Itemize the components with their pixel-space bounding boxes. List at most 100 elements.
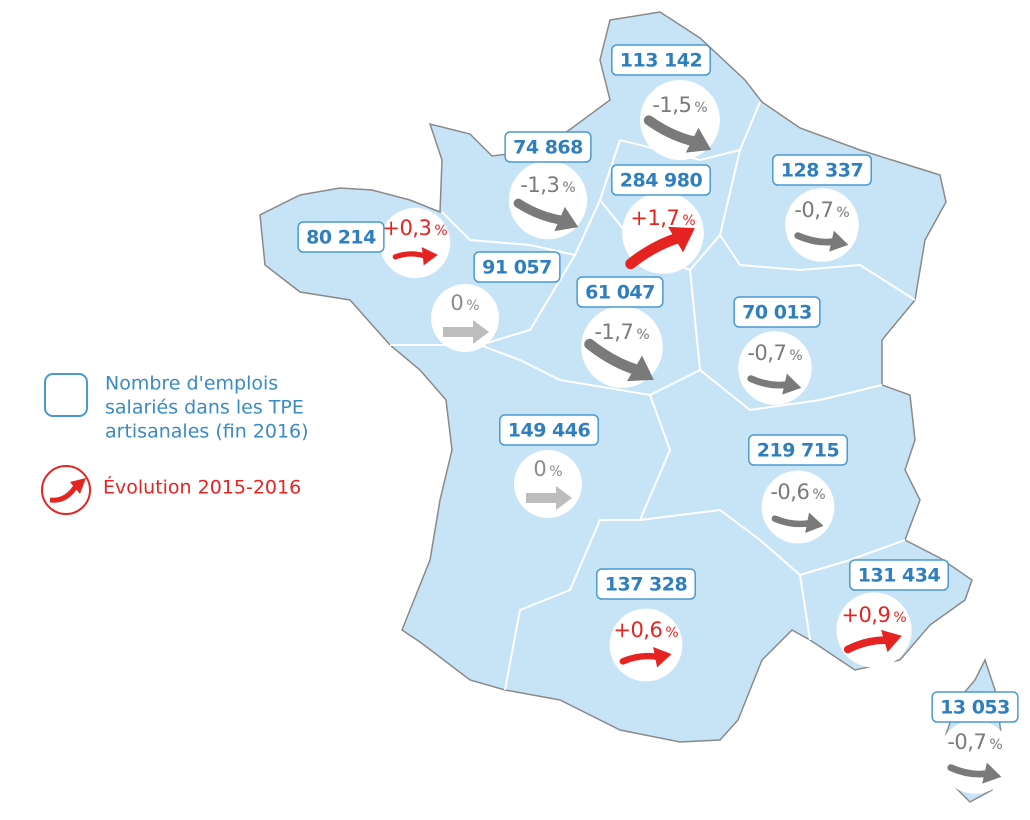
- arrow-head: [881, 629, 902, 653]
- evolution-arrow: [794, 230, 849, 252]
- employees-value: 149 446: [508, 420, 591, 442]
- employees-box: [504, 131, 592, 163]
- region-label: +0,9 % 131 434: [836, 559, 949, 668]
- evolution-unit: %: [636, 327, 649, 343]
- evolution-value: -0,7: [747, 341, 786, 365]
- employees-box: [611, 164, 711, 196]
- arrow-head: [554, 206, 579, 232]
- region-label: -0,7 % 70 013: [733, 296, 821, 405]
- evolution-arrow: [526, 486, 572, 510]
- evolution-arrow: [513, 198, 579, 232]
- region-label: -0,7 % 128 337: [772, 154, 872, 262]
- france-map: [259, 11, 1003, 803]
- arrow-shaft: [747, 375, 791, 389]
- evolution-arrow: [584, 338, 654, 382]
- region-label: 0 % 91 057: [431, 251, 561, 352]
- evolution-unit: %: [549, 464, 562, 480]
- legend-evolution-arrowhead: [70, 478, 86, 494]
- evolution-value: +0,6: [613, 618, 662, 642]
- arrow-head: [556, 486, 572, 510]
- evolution-bubble: [379, 207, 451, 279]
- evolution-value: -1,7: [594, 320, 633, 344]
- employees-box: [611, 44, 711, 76]
- employees-value: 74 868: [513, 137, 583, 159]
- arrow-head: [829, 230, 849, 252]
- employees-box: [297, 221, 385, 253]
- region-label: +0,6 % 137 328: [596, 568, 696, 682]
- evolution-unit: %: [694, 100, 707, 116]
- evolution-bubble: [514, 450, 582, 518]
- employees-value: 113 142: [620, 50, 702, 72]
- arrow-head: [473, 320, 489, 344]
- arrow-shaft: [526, 493, 556, 503]
- evolution-unit: %: [789, 348, 802, 364]
- evolution-arrow: [443, 320, 489, 344]
- evolution-unit: %: [989, 737, 1002, 753]
- legend-box-icon: [44, 373, 88, 417]
- employees-box: [473, 251, 561, 283]
- employees-box: [733, 296, 821, 328]
- evolution-bubble: [431, 284, 499, 352]
- legend: [41, 373, 91, 515]
- employees-box: [772, 154, 872, 186]
- evolution-unit: %: [812, 487, 825, 503]
- evolution-value: -0,7: [794, 198, 833, 222]
- legend-evolution-icon: [41, 465, 91, 515]
- legend-employees-text: salariés dans les TPE: [105, 397, 304, 419]
- arrow-shaft: [513, 198, 568, 225]
- arrow-head: [667, 226, 695, 253]
- arrow-shaft: [771, 515, 813, 528]
- employees-value: 80 214: [306, 227, 376, 249]
- evolution-arrow: [643, 115, 712, 153]
- employees-box: [849, 559, 949, 591]
- evolution-value: -0,7: [947, 730, 986, 754]
- evolution-value: -1,5: [652, 93, 691, 117]
- arrow-head: [653, 647, 672, 668]
- employees-value: 219 715: [757, 440, 839, 462]
- legend-evolution-arrow: [49, 484, 79, 503]
- region-label: +1,7 % 284 980: [611, 164, 711, 274]
- evolution-value: 0: [533, 457, 546, 481]
- arrow-head: [626, 355, 654, 382]
- employees-value: 61 047: [585, 282, 655, 304]
- arrow-head: [421, 247, 438, 266]
- evolution-value: 0: [450, 291, 463, 315]
- employees-value: 131 434: [858, 565, 941, 587]
- arrow-shaft: [794, 232, 838, 246]
- evolution-unit: %: [466, 298, 479, 314]
- region-label: +0,3 % 80 214: [297, 207, 451, 279]
- evolution-value: +0,9: [841, 603, 890, 627]
- employees-box: [748, 434, 848, 466]
- region-label: -1,7 % 61 047: [576, 276, 664, 388]
- employees-value: 13 053: [940, 697, 1010, 719]
- evolution-arrow: [392, 247, 438, 266]
- arrow-shaft: [947, 764, 991, 778]
- evolution-unit: %: [836, 205, 849, 221]
- employees-value: 128 337: [781, 160, 863, 182]
- arrow-head: [982, 762, 1002, 784]
- arrow-shaft: [843, 636, 891, 654]
- region-label: -1,3 % 74 868: [504, 131, 592, 240]
- employees-box: [576, 276, 664, 308]
- employees-value: 70 013: [742, 302, 812, 324]
- evolution-value: +1,7: [630, 206, 679, 230]
- evolution-arrow: [747, 373, 802, 395]
- employees-box: [931, 691, 1019, 723]
- arrow-shaft: [643, 115, 701, 147]
- legend-employees-text: artisanales (fin 2016): [105, 421, 309, 443]
- evolution-unit: %: [893, 610, 906, 626]
- employees-value: 137 328: [605, 574, 688, 596]
- evolution-unit: %: [682, 213, 695, 229]
- region-borders: [390, 101, 916, 691]
- evolution-unit: %: [434, 223, 447, 239]
- evolution-arrow: [625, 226, 695, 270]
- arrow-head: [685, 127, 712, 153]
- arrow-shaft: [392, 251, 428, 260]
- evolution-arrow: [947, 762, 1002, 784]
- evolution-arrow: [843, 629, 902, 654]
- region-label: 0 % 149 446: [499, 414, 599, 518]
- employees-value: 284 980: [620, 170, 703, 192]
- region-label: -0,6 % 219 715: [748, 434, 848, 544]
- evolution-arrow: [771, 512, 824, 533]
